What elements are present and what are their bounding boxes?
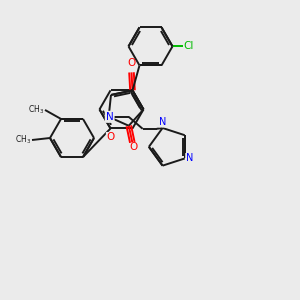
Text: O: O bbox=[129, 142, 137, 152]
Text: N: N bbox=[106, 112, 114, 122]
Text: CH$_3$: CH$_3$ bbox=[28, 104, 44, 116]
Text: Cl: Cl bbox=[184, 41, 194, 51]
Text: O: O bbox=[106, 133, 115, 142]
Text: CH$_3$: CH$_3$ bbox=[15, 134, 31, 146]
Text: N: N bbox=[159, 117, 166, 127]
Text: O: O bbox=[128, 58, 136, 68]
Text: N: N bbox=[186, 154, 193, 164]
